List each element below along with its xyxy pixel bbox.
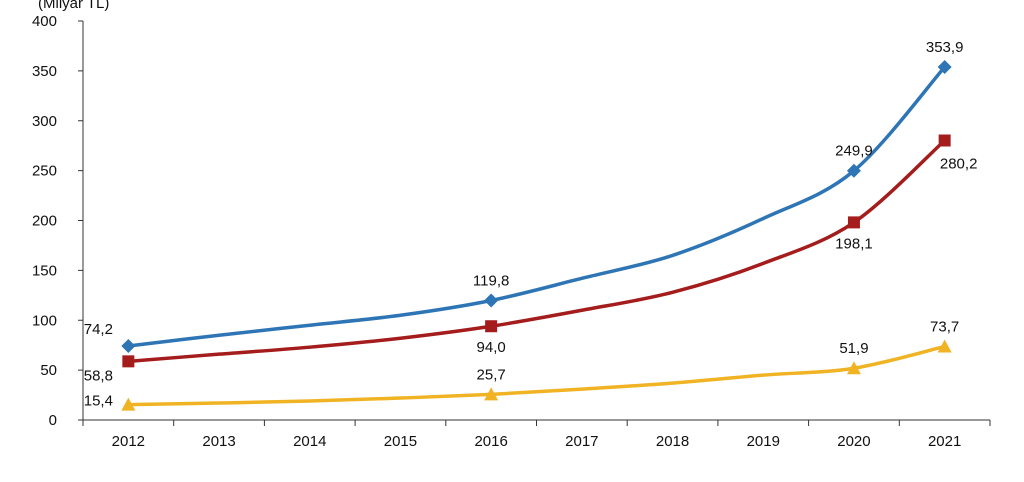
x-tick-label: 2016 [474, 433, 507, 450]
data-point [937, 59, 952, 74]
data-label: 15,4 [84, 393, 113, 410]
y-tick-label: 150 [32, 262, 57, 279]
data-label: 119,8 [473, 272, 509, 289]
x-tick-label: 2012 [112, 433, 145, 450]
series-line-1 [128, 139, 946, 364]
y-tick-label: 350 [32, 63, 57, 80]
x-tick-label: 2020 [837, 433, 870, 450]
data-label: 74,2 [84, 321, 113, 338]
data-point [938, 134, 951, 147]
y-tick-label: 50 [40, 362, 57, 379]
series-line-0 [128, 65, 946, 348]
data-point [846, 163, 861, 178]
x-tick-label: 2014 [293, 433, 326, 450]
data-label: 73,7 [930, 318, 959, 335]
data-label: 353,9 [926, 39, 964, 56]
y-axis-label: (Milyar TL) [38, 0, 109, 12]
data-label: 58,8 [84, 367, 113, 384]
x-tick-label: 2017 [565, 433, 598, 450]
data-label: 280,2 [940, 156, 978, 173]
data-point [846, 361, 861, 375]
data-point [121, 338, 136, 353]
y-tick-label: 250 [32, 163, 57, 180]
x-tick-label: 2021 [928, 433, 961, 450]
data-point [484, 387, 499, 401]
x-tick-label: 2013 [202, 433, 235, 450]
y-tick-label: 300 [32, 113, 57, 130]
data-label: 198,1 [835, 235, 873, 252]
data-label: 94,0 [477, 339, 506, 356]
data-point [485, 320, 498, 333]
y-tick-label: 200 [32, 213, 57, 230]
x-tick-label: 2018 [656, 433, 689, 450]
x-tick-label: 2015 [384, 433, 417, 450]
data-point [121, 397, 136, 411]
data-point [937, 339, 952, 353]
data-point [122, 355, 135, 368]
series-line-2 [128, 344, 946, 407]
data-label: 25,7 [477, 366, 506, 383]
data-point [847, 216, 860, 229]
y-tick-label: 400 [32, 13, 57, 30]
data-label: 249,9 [835, 143, 873, 160]
y-tick-label: 100 [32, 312, 57, 329]
data-label: 51,9 [839, 340, 868, 357]
data-point [484, 293, 499, 308]
x-tick-label: 2019 [747, 433, 780, 450]
y-tick-label: 0 [49, 412, 57, 429]
